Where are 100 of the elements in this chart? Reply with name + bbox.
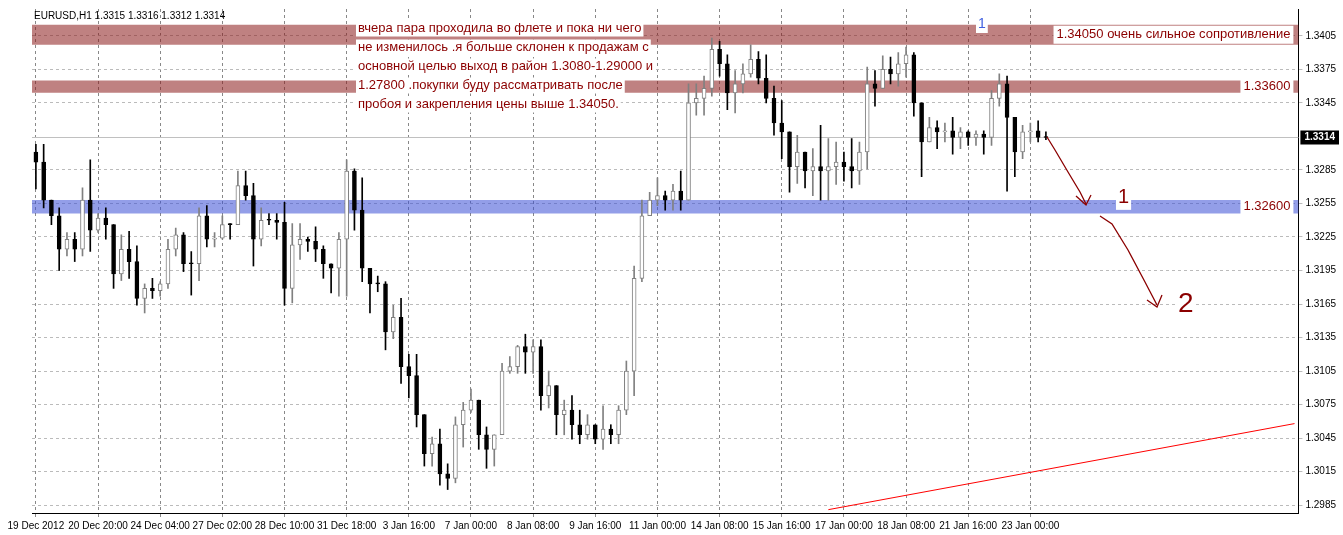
candlestick xyxy=(49,199,54,226)
candlestick xyxy=(111,224,116,289)
candlestick xyxy=(313,226,318,262)
candlestick xyxy=(686,83,691,201)
y-tick-label: 1.3225 xyxy=(1305,230,1337,242)
candlestick xyxy=(787,131,792,193)
candlestick xyxy=(818,124,823,201)
y-tick-label: 1.3105 xyxy=(1305,364,1337,376)
candlestick xyxy=(321,245,326,279)
candlestick xyxy=(212,232,217,248)
candlestick xyxy=(181,232,186,272)
candlestick xyxy=(624,360,629,415)
candlestick xyxy=(647,191,652,217)
candlestick xyxy=(484,426,489,469)
candlestick xyxy=(103,207,109,240)
candlestick xyxy=(678,170,684,211)
candlestick xyxy=(981,130,987,155)
x-tick-label: 24 Dec 04:00 xyxy=(130,519,191,531)
y-tick-label: 1.3375 xyxy=(1305,63,1337,75)
candlestick xyxy=(142,283,147,314)
candlestick xyxy=(546,370,551,409)
candlestick xyxy=(41,143,46,209)
candlestick xyxy=(693,83,699,116)
candlestick xyxy=(305,236,311,252)
x-tick-label: 28 Dec 10:00 xyxy=(254,519,315,531)
band-label: 1.33600 xyxy=(1243,78,1291,94)
candlestick xyxy=(352,168,357,231)
candlestick xyxy=(282,202,287,306)
y-tick-label: 1.3045 xyxy=(1305,431,1337,443)
y-tick-label: 1.3345 xyxy=(1305,96,1337,108)
candlestick xyxy=(383,281,388,351)
y-tick-label: 1.3285 xyxy=(1305,163,1337,175)
candlestick xyxy=(554,385,559,436)
x-tick-label: 18 Jan 08:00 xyxy=(877,519,936,531)
candlestick xyxy=(453,416,458,484)
candlestick xyxy=(274,213,280,240)
candlestick xyxy=(227,223,233,240)
candlestick xyxy=(958,127,963,150)
candlestick xyxy=(927,117,932,143)
candlestick xyxy=(507,356,513,374)
candlestick xyxy=(414,353,419,428)
x-tick-label: 9 Jan 16:00 xyxy=(569,519,622,531)
annotation: 2 xyxy=(1178,286,1194,318)
x-tick-label: 7 Jan 00:00 xyxy=(444,519,498,531)
candlestick xyxy=(523,333,528,374)
candlestick xyxy=(950,117,956,155)
annotation: 1 xyxy=(978,14,986,31)
candlestick xyxy=(810,148,816,196)
candlestick xyxy=(422,414,427,467)
candlestick xyxy=(150,277,155,299)
x-tick-label: 8 Jan 08:00 xyxy=(506,519,560,531)
x-tick-label: 3 Jan 16:00 xyxy=(382,519,436,531)
y-tick-label: 1.3165 xyxy=(1305,297,1337,309)
candlestick xyxy=(888,56,893,85)
candlestick xyxy=(779,100,785,160)
candlestick xyxy=(375,275,381,293)
candlestick xyxy=(80,187,85,257)
candlestick xyxy=(616,405,621,445)
x-tick-label: 14 Jan 08:00 xyxy=(690,519,749,531)
candlestick xyxy=(515,345,520,374)
candlestick xyxy=(717,41,722,77)
y-tick-label: 1.3135 xyxy=(1305,331,1337,343)
x-tick-label: 19 Dec 2012 xyxy=(7,519,65,531)
candlestick xyxy=(251,183,256,267)
x-tick-label: 15 Jan 16:00 xyxy=(752,519,812,531)
y-tick-label: 1.2985 xyxy=(1305,498,1337,510)
candlestick xyxy=(406,353,412,399)
candlestick xyxy=(919,102,924,177)
candlestick xyxy=(445,463,450,490)
candlestick xyxy=(266,213,272,226)
candlestick xyxy=(1020,124,1025,160)
y-tick-label: 1.3255 xyxy=(1305,197,1337,209)
y-tick-label: 1.3195 xyxy=(1305,264,1337,276)
ref-line-label: 1.3314 xyxy=(1304,131,1336,143)
x-tick-label: 11 Jan 00:00 xyxy=(628,519,687,531)
y-tick-label: 1.3015 xyxy=(1305,465,1337,477)
x-tick-label: 23 Jan 00:00 xyxy=(1001,519,1060,531)
annotation: вчера пара проходила во флете и пока ни чего не изменилось .я больше склонен к продажам с основной целью выход в район 1.3080-1.29000 и 1.27800 .покупки буду рассматривать после пробоя и закрепления цены выше 1.34050. xyxy=(358,19,654,111)
candlestick xyxy=(725,54,730,110)
x-tick-label: 20 Dec 20:00 xyxy=(68,519,129,531)
y-tick-label: 1.3075 xyxy=(1305,398,1337,410)
band-label: 1.32600 xyxy=(1243,198,1291,214)
x-tick-label: 27 Dec 02:00 xyxy=(192,519,253,531)
candlestick xyxy=(756,51,761,85)
annotation: 1 xyxy=(1118,185,1130,208)
candlestick xyxy=(243,170,248,201)
candlestick xyxy=(989,90,994,146)
candlestick xyxy=(585,414,590,440)
candlestick xyxy=(942,122,948,143)
y-tick-label: 1.3405 xyxy=(1305,29,1337,41)
candlestick xyxy=(188,251,194,296)
x-tick-label: 31 Dec 18:00 xyxy=(316,519,377,531)
chart-title: EURUSD,H1 1.3315 1.3316 1.3312 1.3314 xyxy=(34,9,226,21)
x-tick-label: 21 Jan 16:00 xyxy=(939,519,998,531)
candlestick xyxy=(119,234,124,281)
candlestick xyxy=(561,399,567,436)
candlestick xyxy=(849,138,854,189)
candlestick xyxy=(328,263,334,294)
candlestick xyxy=(857,141,862,185)
x-tick-label: 17 Jan 00:00 xyxy=(814,519,874,531)
